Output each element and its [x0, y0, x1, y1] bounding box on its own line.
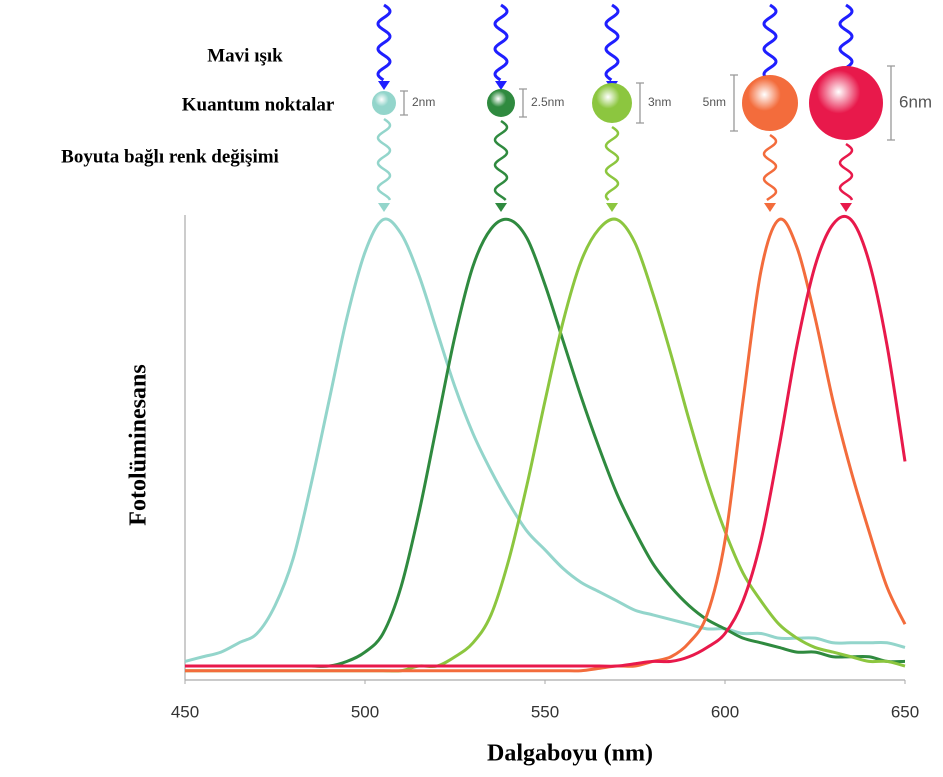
x-tick-label: 600 [711, 702, 739, 721]
emission-arrowhead [764, 203, 776, 212]
x-tick-label: 450 [171, 702, 199, 721]
row-label: Mavi ışık [207, 45, 283, 66]
size-label: 2.5nm [531, 95, 564, 109]
emission-arrowhead [606, 203, 618, 212]
excitation-arrow [764, 5, 776, 80]
emission-arrow [840, 144, 852, 200]
size-label: 3nm [648, 95, 671, 109]
x-tick-label: 500 [351, 702, 379, 721]
emission-curve [185, 219, 905, 666]
excitation-arrow [606, 5, 618, 80]
quantum-dot [487, 89, 515, 117]
size-label: 5nm [703, 95, 726, 109]
row-label: Boyuta bağlı renk değişimi [61, 146, 279, 167]
size-bracket [887, 66, 895, 140]
quantum-dot [372, 91, 396, 115]
size-bracket [519, 89, 527, 117]
size-bracket [400, 91, 408, 115]
size-label: 6nm [899, 92, 932, 111]
size-bracket [636, 83, 644, 123]
emission-arrowhead [378, 203, 390, 212]
x-tick-label: 650 [891, 702, 919, 721]
excitation-arrowhead [378, 81, 390, 90]
excitation-arrowhead [495, 81, 507, 90]
emission-arrowhead [495, 203, 507, 212]
x-axis-label: Dalgaboyu (nm) [487, 741, 653, 767]
quantum-dot [592, 83, 632, 123]
excitation-arrow [495, 5, 507, 80]
figure: Mavi ışık Kuantum noktalar Boyuta bağlı … [0, 0, 943, 777]
y-axis-label: Fotolüminesans [126, 364, 152, 525]
emission-arrow [764, 135, 776, 200]
emission-arrow [378, 119, 390, 200]
excitation-arrow [378, 5, 390, 80]
row-label: Kuantum noktalar [182, 94, 335, 115]
emission-arrowhead [840, 203, 852, 212]
emission-arrow [495, 121, 507, 200]
quantum-dot [809, 66, 883, 140]
x-tick-label: 550 [531, 702, 559, 721]
quantum-dot [742, 75, 798, 131]
emission-arrow [606, 127, 618, 200]
size-bracket [730, 75, 738, 131]
size-label: 2nm [412, 95, 435, 109]
